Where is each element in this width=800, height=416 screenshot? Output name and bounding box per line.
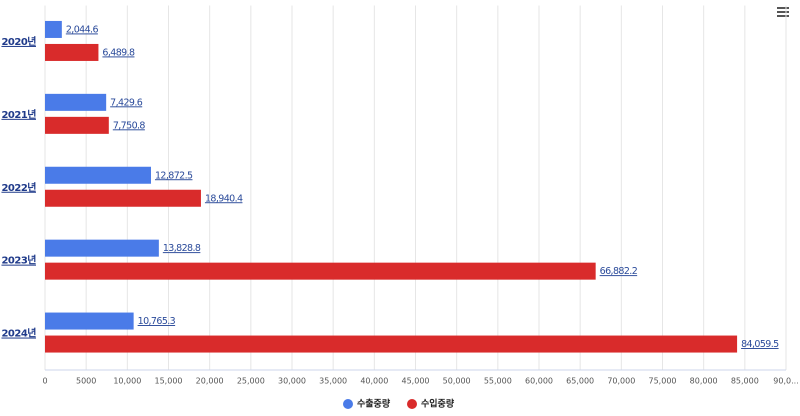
x-tick-label: 15,000 bbox=[155, 377, 183, 386]
x-tick-label: 90,0... bbox=[773, 377, 798, 386]
x-tick-label: 65,000 bbox=[566, 377, 594, 386]
bar bbox=[45, 189, 201, 207]
y-tick-label[interactable]: 2023년 bbox=[1, 254, 36, 267]
x-tick-label: 10,000 bbox=[113, 377, 141, 386]
menu-bar bbox=[777, 7, 789, 9]
legend-label[interactable]: 수입중량 bbox=[421, 398, 455, 410]
x-tick-label: 85,000 bbox=[731, 377, 759, 386]
x-tick-label: 40,000 bbox=[360, 377, 388, 386]
bar bbox=[45, 239, 159, 257]
value-label[interactable]: 84,059.5 bbox=[741, 339, 780, 350]
legend-marker bbox=[343, 399, 353, 409]
x-tick-label: 70,000 bbox=[607, 377, 635, 386]
y-tick-label[interactable]: 2024년 bbox=[1, 327, 36, 340]
value-label[interactable]: 6,489.8 bbox=[102, 47, 135, 58]
value-label[interactable]: 12,872.5 bbox=[155, 170, 194, 181]
bar bbox=[45, 335, 738, 353]
legend-label[interactable]: 수출중량 bbox=[357, 398, 391, 410]
x-tick-label: 20,000 bbox=[196, 377, 224, 386]
x-tick-label: 30,000 bbox=[278, 377, 306, 386]
x-tick-label: 60,000 bbox=[525, 377, 553, 386]
x-tick-label: 75,000 bbox=[649, 377, 677, 386]
x-tick-label: 45,000 bbox=[402, 377, 430, 386]
bar bbox=[45, 312, 134, 330]
x-tick-label: 35,000 bbox=[319, 377, 347, 386]
value-label[interactable]: 7,429.6 bbox=[110, 97, 143, 108]
y-tick-label[interactable]: 2021년 bbox=[1, 108, 36, 121]
bar bbox=[45, 20, 62, 38]
x-tick-label: 0 bbox=[42, 377, 47, 386]
bar bbox=[45, 93, 107, 111]
y-tick-label[interactable]: 2020년 bbox=[1, 35, 36, 48]
menu-bar bbox=[777, 15, 789, 17]
x-tick-label: 25,000 bbox=[237, 377, 265, 386]
value-label[interactable]: 2,044.6 bbox=[66, 24, 99, 35]
value-label[interactable]: 10,765.3 bbox=[138, 316, 177, 327]
bar bbox=[45, 43, 99, 61]
x-tick-label: 50,000 bbox=[443, 377, 471, 386]
x-tick-label: 5000 bbox=[76, 377, 96, 386]
x-tick-label: 80,000 bbox=[690, 377, 718, 386]
y-tick-label[interactable]: 2022년 bbox=[1, 181, 36, 194]
bar bbox=[45, 116, 109, 134]
value-label[interactable]: 13,828.8 bbox=[163, 243, 202, 254]
x-tick-label: 55,000 bbox=[484, 377, 512, 386]
menu-bar bbox=[777, 11, 789, 13]
menu-icon[interactable] bbox=[777, 7, 789, 17]
value-label[interactable]: 18,940.4 bbox=[205, 193, 244, 204]
legend-marker bbox=[407, 399, 417, 409]
value-label[interactable]: 7,750.8 bbox=[113, 120, 146, 131]
bar bbox=[45, 262, 596, 280]
value-label[interactable]: 66,882.2 bbox=[600, 266, 639, 277]
bar bbox=[45, 166, 151, 184]
